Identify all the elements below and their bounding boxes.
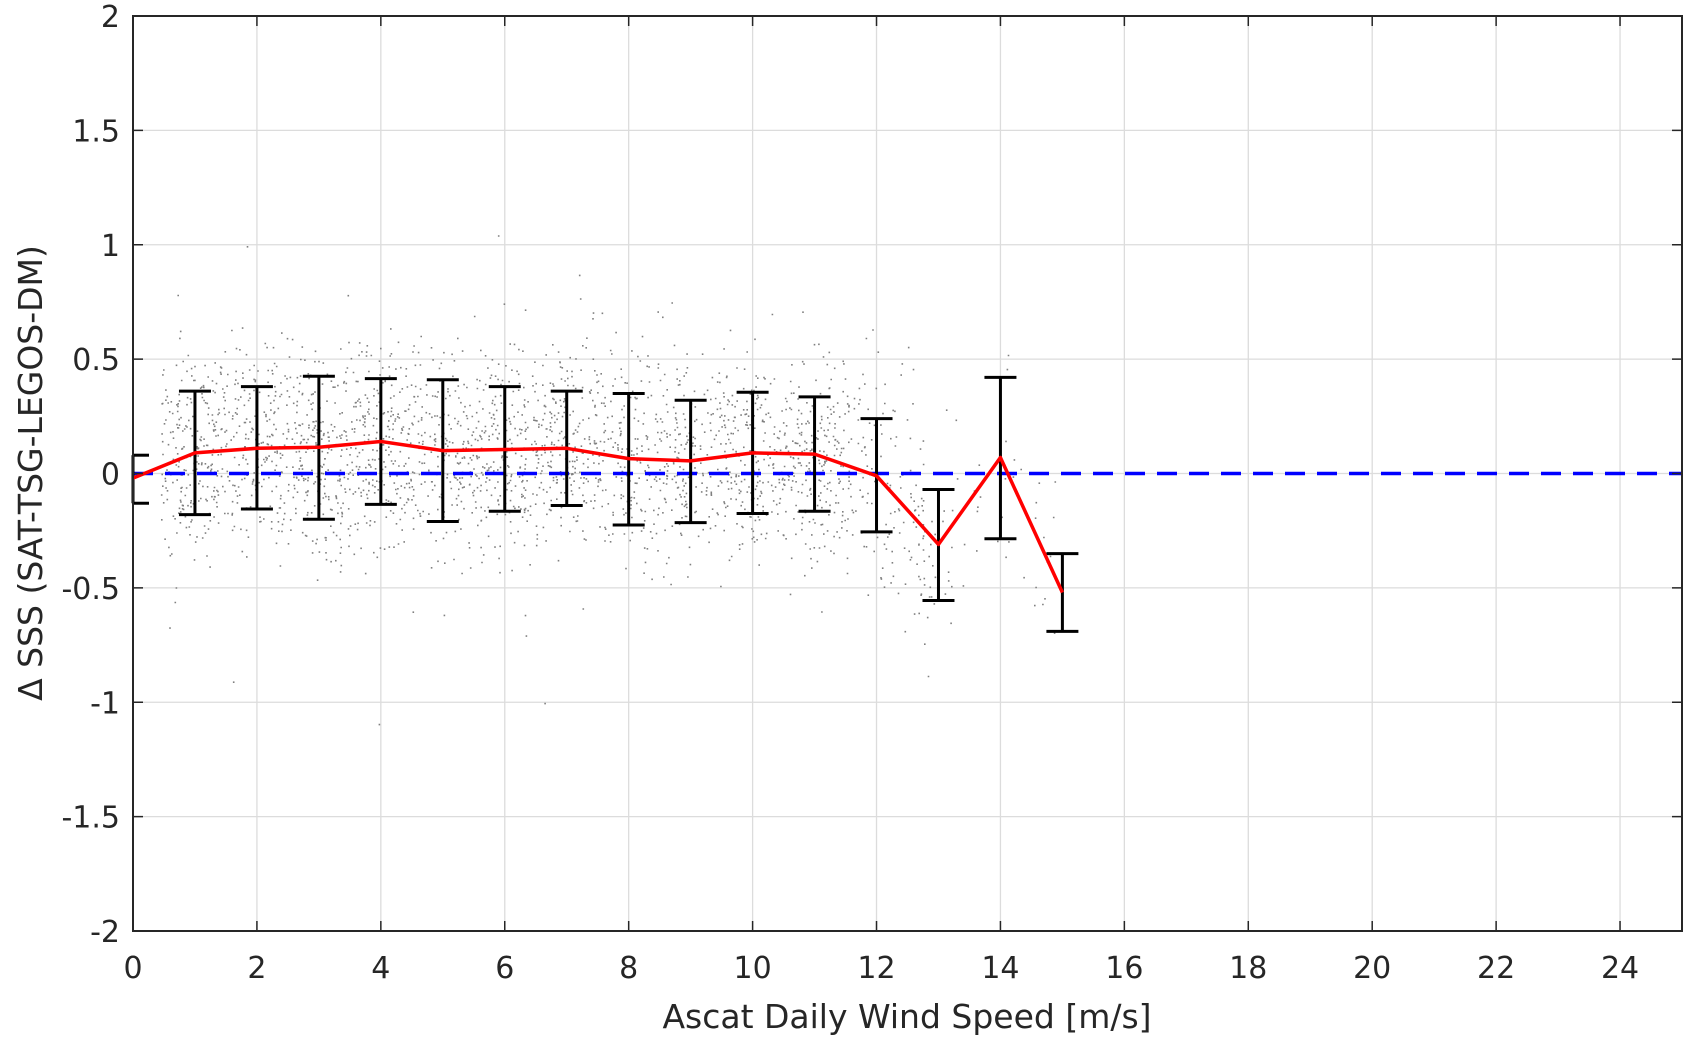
x-tick-label: 22 xyxy=(1477,951,1515,986)
y-tick-label: 1.5 xyxy=(72,114,120,149)
y-tick-label: -1.5 xyxy=(61,801,120,836)
y-tick-label: 0.5 xyxy=(72,343,120,378)
y-axis: -2 -1.5 -1 -0.5 0 0.5 1 1.5 2 xyxy=(61,0,1682,950)
y-axis-label: Δ SSS (SAT-TSG-LEGOS-DM) xyxy=(11,245,50,701)
y-tick-label: 2 xyxy=(101,0,120,35)
x-tick-label: 14 xyxy=(981,951,1019,986)
mean-series-line xyxy=(132,439,1064,594)
x-tick-label: 16 xyxy=(1105,951,1143,986)
y-tick-label: 0 xyxy=(101,458,120,493)
y-tick-label: 1 xyxy=(101,229,120,264)
mean-line xyxy=(132,439,1064,594)
x-tick-label: 8 xyxy=(619,951,638,986)
scatter-cloud xyxy=(160,235,1057,726)
x-tick-label: 4 xyxy=(371,951,390,986)
x-tick-label: 12 xyxy=(857,951,895,986)
x-tick-label: 2 xyxy=(247,951,266,986)
x-axis-label: Ascat Daily Wind Speed [m/s] xyxy=(662,997,1151,1036)
y-tick-label: -2 xyxy=(90,915,120,950)
y-tick-label: -0.5 xyxy=(61,572,120,607)
x-tick-label: 24 xyxy=(1601,951,1639,986)
x-axis: 0 2 4 6 8 10 12 14 16 18 20 22 24 xyxy=(123,16,1639,986)
x-tick-label: 20 xyxy=(1353,951,1391,986)
x-tick-label: 0 xyxy=(123,951,142,986)
scatter-points xyxy=(160,235,1057,726)
x-tick-label: 10 xyxy=(734,951,772,986)
y-tick-label: -1 xyxy=(90,686,120,721)
x-tick-label: 18 xyxy=(1229,951,1267,986)
x-tick-label: 6 xyxy=(495,951,514,986)
